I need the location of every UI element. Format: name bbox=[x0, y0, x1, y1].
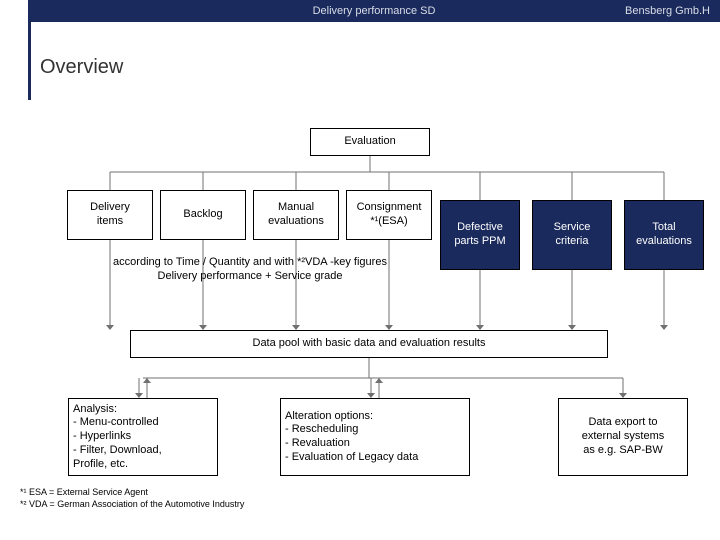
header-bar: Delivery performance SD bbox=[28, 0, 720, 22]
consignment-box: Consignment *¹(ESA) bbox=[346, 190, 432, 240]
footnote-1: *¹ ESA = External Service Agent bbox=[20, 486, 244, 498]
manual-evaluations-label: Manual evaluations bbox=[268, 201, 324, 229]
export-box: Data export to external systems as e.g. … bbox=[558, 398, 688, 476]
evaluation-box: Evaluation bbox=[310, 128, 430, 156]
alteration-label: Alteration options: - Rescheduling - Rev… bbox=[285, 410, 418, 465]
total-evaluations-label: Total evaluations bbox=[636, 221, 692, 249]
header-right: Bensberg Gmb.H bbox=[625, 0, 710, 22]
data-pool-box: Data pool with basic data and evaluation… bbox=[130, 330, 608, 358]
backlog-label: Backlog bbox=[183, 208, 222, 222]
delivery-items-label: Delivery items bbox=[90, 201, 130, 229]
service-criteria-box: Service criteria bbox=[532, 200, 612, 270]
analysis-box: Analysis: - Menu-controlled - Hyperlinks… bbox=[68, 398, 218, 476]
manual-evaluations-box: Manual evaluations bbox=[253, 190, 339, 240]
defective-ppm-label: Defective parts PPM bbox=[454, 221, 505, 249]
header-vertical-rule bbox=[28, 0, 31, 100]
alteration-box: Alteration options: - Rescheduling - Rev… bbox=[280, 398, 470, 476]
header-title: Delivery performance SD bbox=[28, 5, 720, 17]
evaluation-label: Evaluation bbox=[344, 135, 395, 149]
service-criteria-label: Service criteria bbox=[554, 221, 591, 249]
delivery-items-box: Delivery items bbox=[67, 190, 153, 240]
caption-under-top: according to Time / Quantity and with *²… bbox=[70, 256, 430, 284]
data-pool-label: Data pool with basic data and evaluation… bbox=[253, 337, 486, 351]
overview-heading: Overview bbox=[40, 56, 123, 79]
export-label: Data export to external systems as e.g. … bbox=[582, 416, 665, 457]
defective-ppm-box: Defective parts PPM bbox=[440, 200, 520, 270]
footnote-2: *² VDA = German Association of the Autom… bbox=[20, 498, 244, 510]
consignment-label: Consignment *¹(ESA) bbox=[357, 201, 422, 229]
backlog-box: Backlog bbox=[160, 190, 246, 240]
footnotes: *¹ ESA = External Service Agent *² VDA =… bbox=[20, 486, 244, 510]
analysis-label: Analysis: - Menu-controlled - Hyperlinks… bbox=[73, 403, 162, 472]
total-evaluations-box: Total evaluations bbox=[624, 200, 704, 270]
